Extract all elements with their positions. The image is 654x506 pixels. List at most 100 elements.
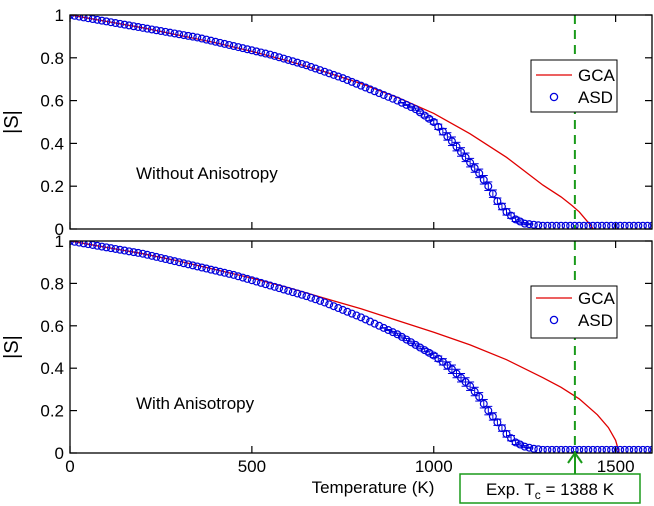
bottom-asd-point <box>243 274 252 283</box>
bottom-x-tick-label: 1500 <box>597 457 635 476</box>
bottom-asd-point <box>238 273 247 282</box>
top-asd-point <box>106 18 115 27</box>
bottom-asd-point <box>188 261 197 270</box>
tc-annotation-text: Exp. Tc = 1388 K <box>486 480 615 502</box>
top-asd-point <box>188 32 197 41</box>
bottom-asd-point <box>93 241 102 250</box>
bottom-asd-point <box>202 264 211 273</box>
top-panel-label: Without Anisotropy <box>136 164 278 183</box>
bottom-asd-point <box>343 307 352 316</box>
top-asd-point <box>361 83 370 92</box>
bottom-ticks: 0 0.2 0.4 0.6 0.8 1 0 500 1000 1500 <box>40 232 652 476</box>
top-asd-point <box>166 28 175 37</box>
top-asd-point <box>338 74 347 83</box>
top-asd-point <box>156 27 165 36</box>
top-asd-point <box>402 100 411 109</box>
top-asd-point <box>79 15 88 22</box>
bottom-legend-asd-label: ASD <box>578 311 613 330</box>
bottom-asd-point <box>106 244 115 253</box>
top-asd-point <box>279 54 288 63</box>
bottom-asd-point <box>75 241 84 247</box>
top-asd-point <box>538 221 547 229</box>
top-asd-point <box>211 37 220 46</box>
bottom-asd-point <box>566 445 575 453</box>
top-plot-frame <box>69 14 653 230</box>
x-axis-label: Temperature (K) <box>312 478 435 497</box>
top-asd-point <box>293 58 302 67</box>
top-asd-point <box>284 55 293 64</box>
bottom-asd-point <box>366 317 375 326</box>
tc-text-main: Exp. T <box>486 480 535 499</box>
bottom-asd-point <box>266 281 275 290</box>
top-asd-point <box>147 25 156 34</box>
bottom-asd-point <box>552 445 561 453</box>
bottom-x-tick-label: 500 <box>238 457 266 476</box>
top-gca-line <box>70 15 594 229</box>
bottom-y-tick-label: 0.4 <box>40 359 64 378</box>
bottom-asd-point <box>352 311 361 320</box>
top-asd-point <box>234 43 243 52</box>
bottom-asd-point <box>256 278 265 287</box>
bottom-asd-point <box>543 445 552 453</box>
top-asd-point <box>379 90 388 99</box>
bottom-asd-point <box>497 424 506 433</box>
top-asd-point <box>229 42 238 51</box>
top-asd-point <box>347 77 356 86</box>
bottom-asd-point <box>529 444 538 453</box>
bottom-asd-point <box>520 442 529 451</box>
top-asd-point <box>634 221 643 229</box>
bottom-asd-point <box>325 300 334 309</box>
bottom-asd-point <box>170 257 179 266</box>
top-asd-point <box>111 19 120 28</box>
top-asd-point <box>393 96 402 105</box>
top-asd-point <box>343 76 352 85</box>
top-asd-point <box>443 132 452 141</box>
bottom-asd-point <box>611 445 620 453</box>
top-asd-point <box>588 221 597 229</box>
top-asd-point <box>552 221 561 229</box>
top-asd-point <box>175 30 184 39</box>
top-asd-point <box>593 221 602 229</box>
top-asd-point <box>247 46 256 55</box>
bottom-asd-point <box>320 298 329 307</box>
bottom-asd-point <box>79 241 88 248</box>
top-asd-point <box>470 164 479 173</box>
bottom-asd-point <box>102 243 111 252</box>
top-asd-point <box>134 23 143 32</box>
bottom-asd-point <box>152 252 161 261</box>
bottom-asd-point <box>179 259 188 268</box>
top-asd-point <box>375 89 384 98</box>
bottom-asd-point <box>279 285 288 294</box>
top-asd-point <box>638 221 647 229</box>
tc-arrow-head <box>567 451 583 464</box>
top-asd-point <box>611 221 620 229</box>
bottom-x-tick-label: 0 <box>65 457 74 476</box>
bottom-asd-point <box>625 445 634 453</box>
bottom-asd-point <box>143 250 152 259</box>
top-asd-point <box>306 62 315 71</box>
bottom-asd-point <box>361 315 370 324</box>
bottom-asd-point <box>593 445 602 453</box>
bottom-asd-point <box>479 399 488 408</box>
bottom-asd-series <box>70 241 652 453</box>
top-asd-point <box>397 98 406 107</box>
top-asd-point <box>597 221 606 229</box>
top-asd-point <box>225 40 234 49</box>
bottom-asd-point <box>466 382 475 391</box>
top-asd-point <box>334 72 343 81</box>
top-legend-asd-label: ASD <box>578 88 613 107</box>
bottom-y-tick-label: 0 <box>55 444 64 463</box>
top-asd-point <box>243 45 252 54</box>
bottom-asd-point <box>570 445 579 453</box>
top-panel: 0 0.2 0.4 0.6 0.8 1 |S| Without Anisotropy GC… <box>1 6 653 239</box>
bottom-asd-point <box>388 328 397 337</box>
bottom-asd-point <box>270 282 279 291</box>
bottom-asd-point <box>297 290 306 299</box>
top-asd-point <box>238 44 247 53</box>
top-y-axis-label: |S| <box>1 110 23 134</box>
bottom-asd-point <box>306 293 315 302</box>
top-asd-point <box>70 15 79 20</box>
top-asd-point <box>93 15 102 24</box>
top-asd-point <box>570 221 579 229</box>
top-y-tick-label: 0.2 <box>40 177 64 196</box>
